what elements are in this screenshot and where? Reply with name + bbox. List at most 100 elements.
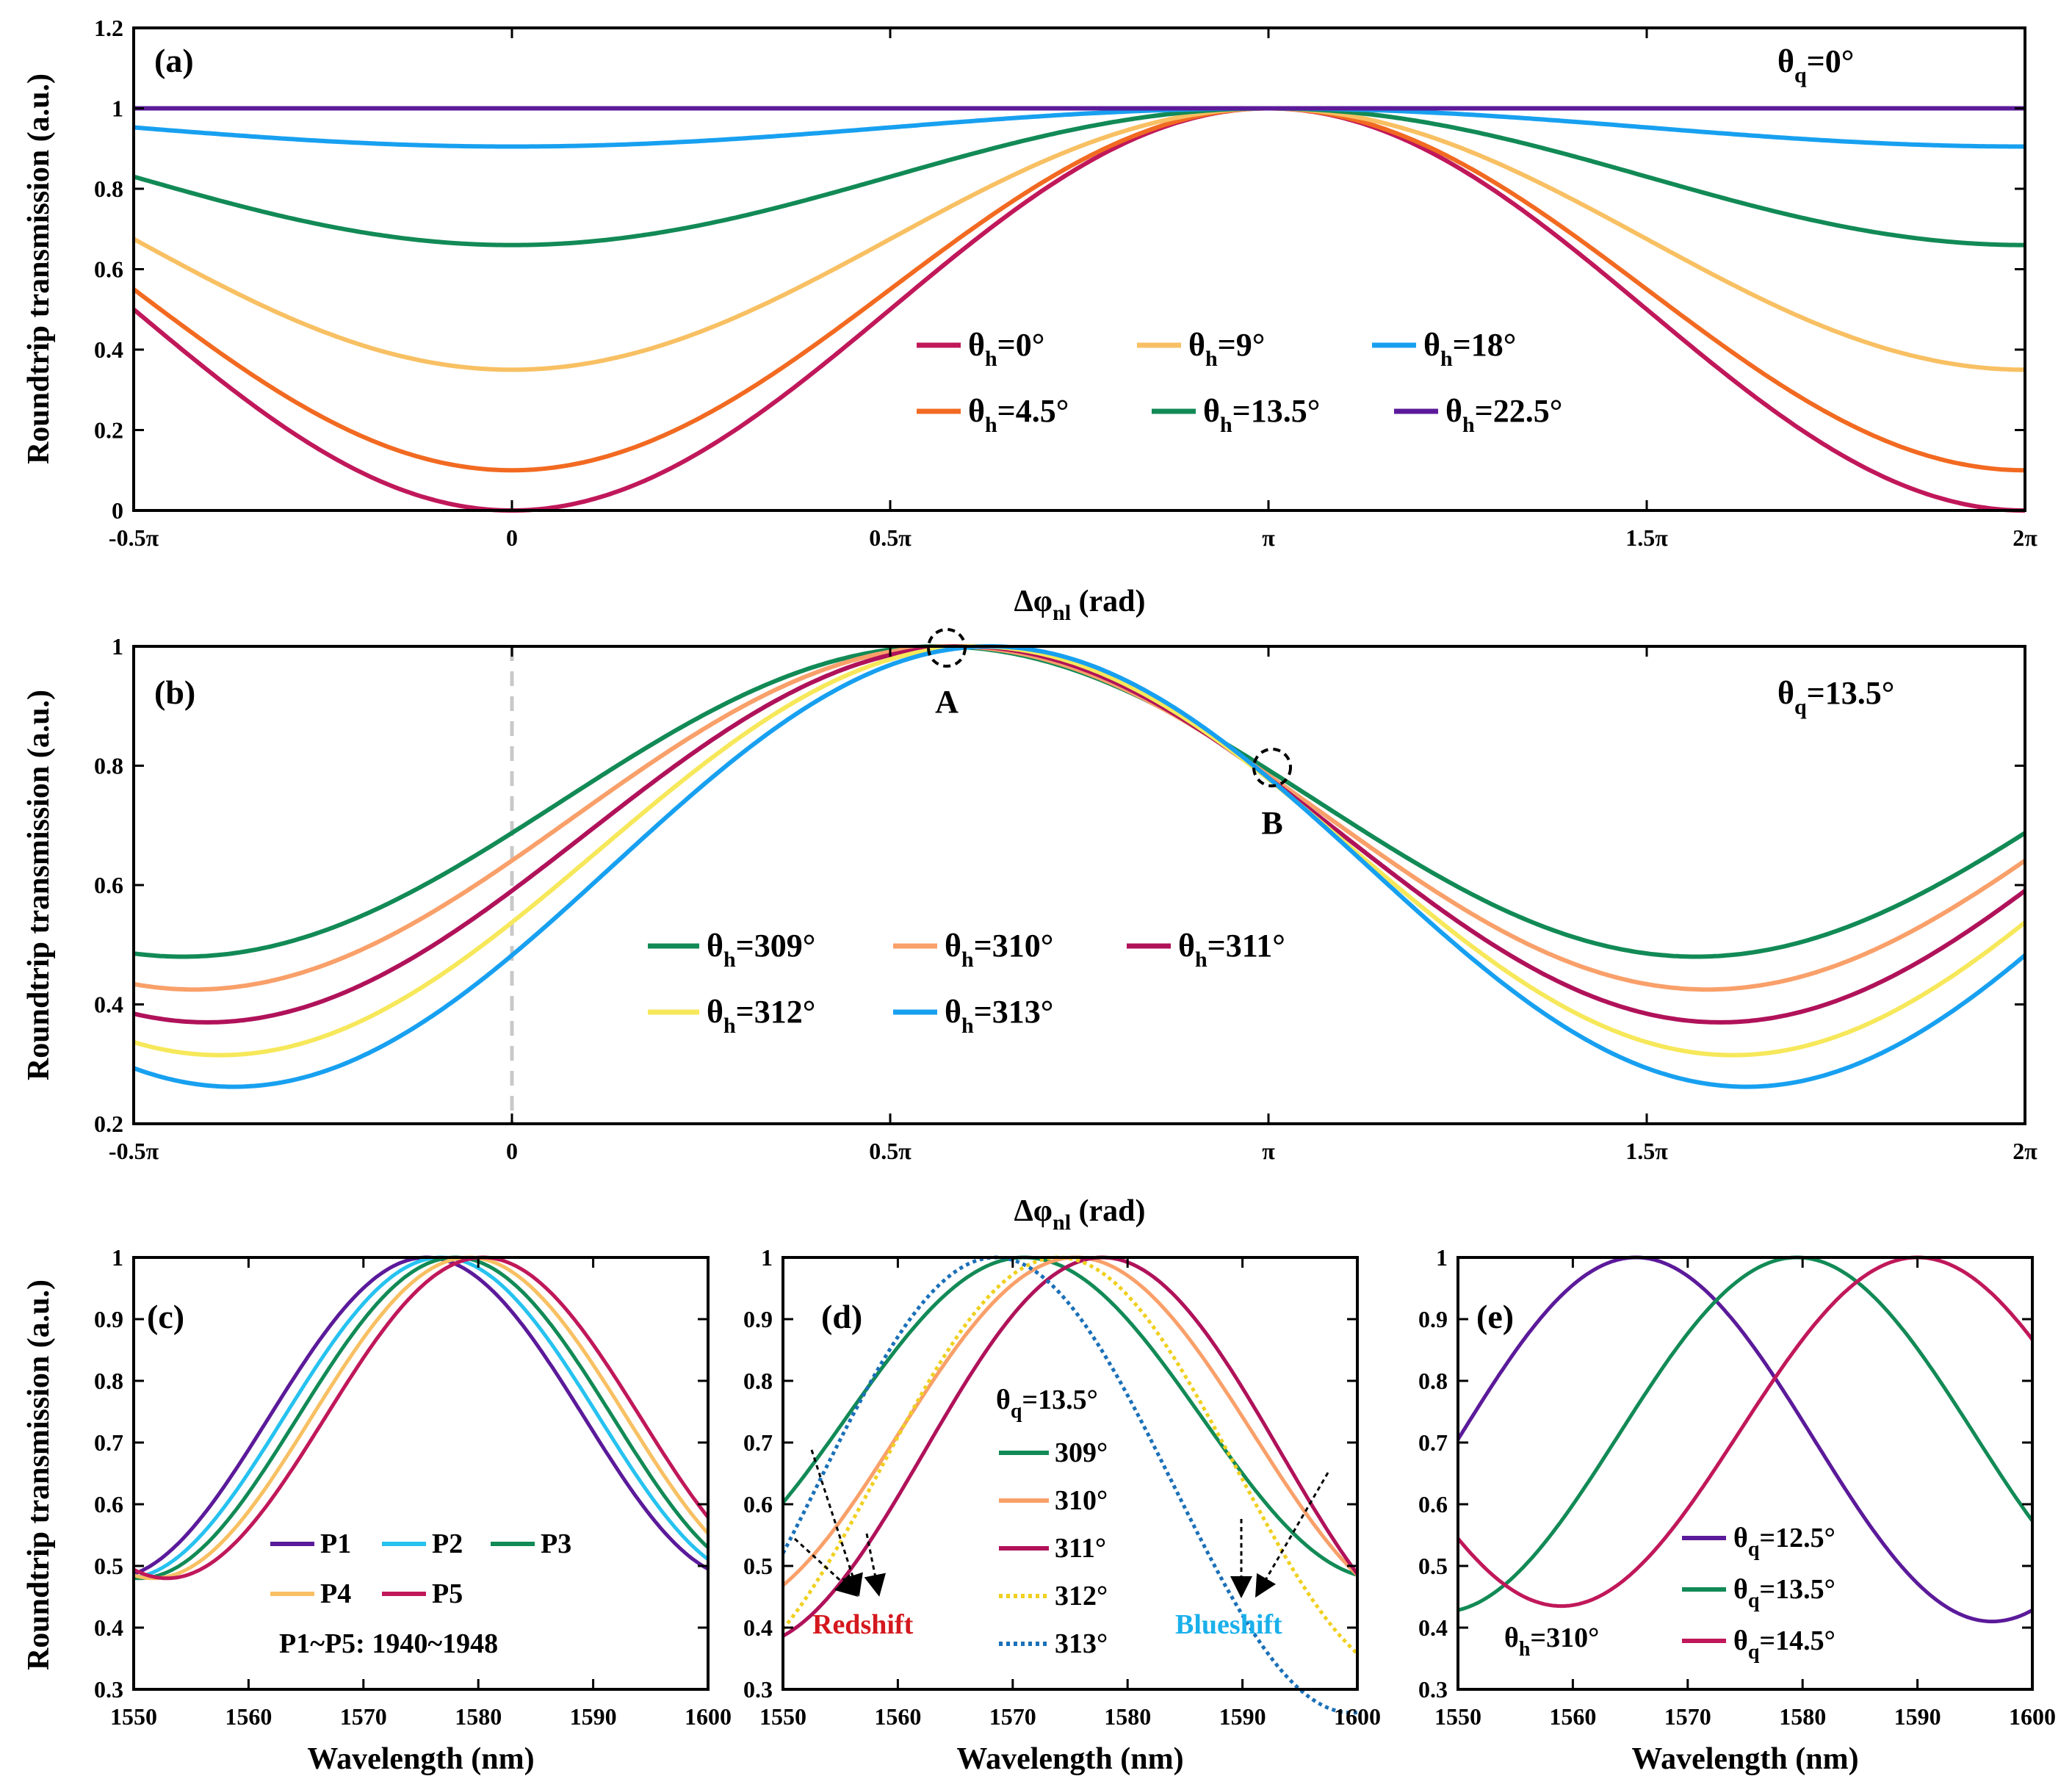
ytick-label: 0.6 [743, 1491, 773, 1517]
legend-label: 313° [1055, 1628, 1108, 1659]
xtick-label: 1560 [225, 1703, 272, 1730]
series-line-2 [133, 644, 2026, 1025]
series-line-1 [133, 644, 2026, 992]
series-line-1 [133, 1255, 710, 1580]
panel-c-ylabel: Roundtrip transmission (a.u.) [22, 1279, 56, 1670]
blueshift-label: Blueshift [1175, 1609, 1282, 1640]
legend-entry-312: θh=312° [648, 994, 815, 1038]
xtick-label: 1580 [455, 1703, 502, 1730]
panel-a-legend: θh=0° θh=9° θh=18° θh=4.5° θh=13.5° θh=2… [917, 327, 1562, 437]
panel-c-frame [132, 1256, 710, 1691]
legend-label: θh=0° [968, 327, 1044, 371]
blueshift-arrow-2 [1255, 1472, 1329, 1598]
legend-entry-311: θh=311° [1127, 928, 1285, 972]
series-line-3 [133, 644, 2026, 1058]
legend-entry-theta-h-4-5: θh=4.5° [917, 393, 1069, 437]
ytick-label: 0.9 [743, 1306, 773, 1332]
series-line-2 [133, 1255, 710, 1581]
legend-label: P2 [432, 1528, 463, 1559]
ytick-label: 1 [112, 633, 123, 660]
panel-b-legend: θh=309° θh=310° θh=311° θh=312° θh=313° [648, 928, 1285, 1038]
legend-label: θh=313° [945, 994, 1053, 1038]
ytick-label: 0.4 [743, 1614, 773, 1641]
ytick-label: 0.5 [1418, 1553, 1448, 1579]
ytick-label: 0.4 [94, 336, 123, 363]
legend-entry-p5: P5 [382, 1578, 463, 1609]
xtick-label: 1560 [874, 1703, 921, 1730]
xtick-label: 2π [2013, 1138, 2037, 1164]
panel-b-frame [132, 645, 2026, 1125]
panel-a-xlabel: Δφnl (rad) [1014, 585, 1145, 625]
panel-d-frame [781, 1256, 1359, 1691]
series-line-4 [132, 1255, 710, 1581]
panel-e: 0.30.40.50.60.70.80.91 1550 1560 1570 1580 1… [1418, 1244, 2056, 1776]
marker-a-label: A [935, 684, 959, 720]
panel-d-xticks: 1550 1560 1570 1580 1590 1600 [759, 1257, 1381, 1730]
legend-label: 312° [1055, 1581, 1108, 1611]
legend-entry-p3: P3 [491, 1528, 571, 1559]
ytick-label: 0.3 [1418, 1676, 1448, 1703]
series-line-3 [133, 106, 2025, 248]
panel-d-yticks: 0.3 0.4 0.5 0.6 0.7 0.8 0.9 1 [743, 1244, 1357, 1703]
xtick-label: 1600 [685, 1703, 732, 1730]
series-line-3 [133, 1255, 710, 1581]
panel-e-xticks: 1550 1560 1570 1580 1590 1600 [1434, 1257, 2056, 1730]
ytick-label: 0.8 [1418, 1368, 1448, 1394]
panel-a-frame [132, 26, 2026, 512]
xtick-label: 0.5π [869, 1138, 912, 1164]
panel-d-legend-title: θq=13.5° [996, 1385, 1098, 1423]
panel-e-theta-h-annotation: θh=310° [1504, 1622, 1599, 1661]
panel-a-xticks: -0.5π 0 0.5π π 1.5π 2π [109, 28, 2037, 551]
panel-d-legend: 309° 310° 311° 312° 313° [999, 1437, 1108, 1659]
redshift-arrow-2 [793, 1537, 859, 1598]
legend-label: 310° [1055, 1485, 1108, 1516]
legend-entry-theta-h-13-5: θh=13.5° [1152, 393, 1320, 437]
legend-entry-theta-h-0: θh=0° [917, 327, 1044, 371]
ytick-label: 0.5 [94, 1553, 123, 1579]
redshift-label: Redshift [812, 1609, 914, 1640]
panel-a-label: (a) [154, 42, 194, 79]
ytick-label: 0.3 [743, 1676, 773, 1703]
legend-entry-309: 309° [999, 1437, 1108, 1468]
panel-c-xlabel: Wavelength (nm) [307, 1742, 534, 1776]
series-line-0 [133, 1255, 710, 1576]
series-line-4 [132, 644, 2026, 1089]
ytick-label: 0.3 [94, 1676, 123, 1703]
xtick-label: 0 [506, 524, 518, 551]
legend-entry-12-5: θq=12.5° [1682, 1523, 1835, 1561]
ytick-label: 0.8 [94, 753, 123, 779]
panel-e-yticks: 0.3 0.4 0.5 0.6 0.7 0.8 0.9 1 [1418, 1244, 2032, 1703]
legend-entry-theta-h-9: θh=9° [1137, 327, 1265, 371]
panel-a-curves [132, 106, 2026, 513]
legend-label: θh=312° [707, 994, 815, 1038]
ytick-label: 0.6 [94, 256, 123, 283]
panel-b: 0.2 0.4 0.6 0.8 1 -0.5π 0 0.5π π 1.5π 2π (b) θq=1… [22, 628, 2037, 1235]
legend-entry-310: 310° [999, 1485, 1108, 1516]
xtick-label: 0.5π [869, 524, 912, 551]
panel-b-curves [132, 644, 2026, 1089]
ytick-label: 0.6 [1418, 1491, 1448, 1517]
ytick-label: 0.6 [94, 872, 123, 898]
marker-a-circle [927, 628, 967, 668]
xtick-label: 1570 [989, 1703, 1036, 1730]
xtick-label: 0 [506, 1138, 518, 1164]
xtick-label: 1570 [340, 1703, 387, 1730]
panel-e-xlabel: Wavelength (nm) [1631, 1742, 1858, 1776]
legend-entry-14-5: θq=14.5° [1682, 1625, 1835, 1664]
legend-label: θh=9° [1188, 327, 1265, 371]
legend-label: θh=18° [1423, 327, 1516, 371]
legend-label: θq=14.5° [1733, 1625, 1835, 1664]
series-line-0 [132, 106, 2025, 513]
panel-c-curves [132, 1255, 710, 1581]
series-line-1 [1457, 1255, 2035, 1612]
legend-label: 309° [1055, 1437, 1108, 1468]
ytick-label: 0.2 [94, 1111, 123, 1137]
series-line-1 [132, 106, 2026, 473]
legend-entry-p1: P1 [270, 1528, 351, 1559]
ytick-label: 0.7 [94, 1429, 123, 1456]
legend-entry-313: θh=313° [893, 994, 1053, 1038]
ytick-label: 0.4 [1418, 1614, 1448, 1641]
xtick-label: 1.5π [1625, 1138, 1668, 1164]
xtick-label: 1590 [1219, 1703, 1266, 1730]
legend-entry-p4: P4 [270, 1578, 351, 1609]
